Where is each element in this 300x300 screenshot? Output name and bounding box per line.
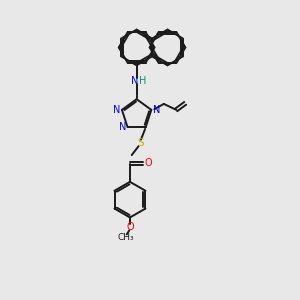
Text: N: N	[131, 76, 138, 86]
Text: S: S	[137, 138, 144, 148]
Text: O: O	[126, 222, 134, 232]
Text: N: N	[118, 122, 126, 132]
Text: N: N	[113, 105, 120, 115]
Text: CH₃: CH₃	[117, 233, 134, 242]
Text: H: H	[140, 76, 147, 86]
Text: N: N	[153, 105, 160, 115]
Text: O: O	[145, 158, 152, 168]
